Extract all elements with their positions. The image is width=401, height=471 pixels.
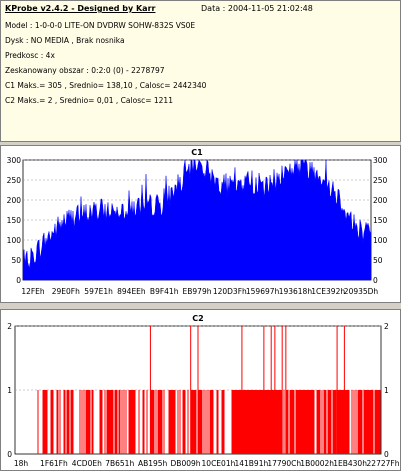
c1-ytick-left: 150	[7, 216, 22, 225]
speed-line: Predkosc : 4x	[5, 51, 55, 60]
area-line: Zeskanowany obszar : 0:2:0 (0) - 2278797	[5, 66, 165, 75]
c1-xtick: B9F41h	[150, 287, 179, 296]
scan-date: Data : 2004-11-05 21:02:48	[201, 4, 313, 13]
disc-line: Dysk : NO MEDIA , Brak nosnika	[5, 36, 125, 45]
c1-xtick: 193618h	[279, 287, 313, 296]
c1-ytick-left: 200	[7, 196, 22, 205]
c1-title: C1	[191, 148, 203, 157]
c1-ytick-left: 100	[7, 236, 22, 245]
c2-title: C2	[192, 314, 203, 323]
c1-ytick-left: 300	[7, 156, 22, 165]
c1-ytick-right: 300	[373, 156, 388, 165]
c1-ytick-left: 50	[11, 256, 21, 265]
c1-ytick-right: 200	[373, 196, 388, 205]
c1-chart: C1 0 0 50 50 100 100 150 150 200 200 250 250 300 300 12…	[0, 145, 401, 303]
c2-xtick: 10CE01h	[202, 459, 236, 468]
c1-ytick-right: 250	[373, 176, 388, 185]
c1-ytick-right: 100	[373, 236, 388, 245]
c1-xtick: 894EEh	[117, 287, 146, 296]
c2-ytick-left: 0	[7, 450, 12, 459]
c2-xtick: AB195h	[138, 459, 168, 468]
c1-ytick-left: 250	[7, 176, 22, 185]
info-panel: KProbe v2.4.2 - Designed by Karr Data : …	[0, 0, 401, 142]
c2-xtick: 22727Fh	[367, 459, 400, 468]
c1-ytick-right: 0	[373, 276, 378, 285]
c2-ytick-left: 2	[7, 322, 12, 331]
c2-chart: C2 0 0 1 1 2 2 18h 1F61Fh 4CD0Eh 7B651h AB195h DB009…	[0, 309, 401, 471]
c2-xtick: DB009h	[171, 459, 201, 468]
c2-stats-line: C2 Maks.= 2 , Srednio= 0,01 , Calosc= 12…	[5, 96, 173, 105]
c2-xtick: 18h	[14, 459, 29, 468]
c1-series-area	[22, 159, 372, 281]
c1-chart-svg: C1 0 0 50 50 100 100 150 150 200 200 250 250 300 300 12…	[7, 148, 388, 296]
c2-chart-svg: C2 0 0 1 1 2 2 18h 1F61Fh 4CD0Eh 7B651h AB195h DB009…	[7, 314, 400, 468]
c2-ytick-right: 1	[384, 386, 389, 395]
app-title: KProbe v2.4.2 - Designed by Karr	[5, 4, 156, 13]
c1-ytick-right: 150	[373, 216, 388, 225]
c1-xtick: 29E0Fh	[52, 287, 80, 296]
c1-xtick: 597E1h	[84, 287, 113, 296]
c1-xtick: EB979h	[183, 287, 212, 296]
c2-ytick-right: 0	[384, 450, 389, 459]
model-line: Model : 1-0-0-0 LITE-ON DVDRW SOHW-832S …	[5, 21, 196, 30]
c2-ytick-right: 2	[384, 322, 389, 331]
c2-xtick: 4CD0Eh	[72, 459, 102, 468]
c1-xtick: 120D3Fh	[213, 287, 247, 296]
c1-ytick-right: 50	[373, 256, 383, 265]
c2-xtick: 1B0002h	[300, 459, 334, 468]
c1-xtick: 20935Dh	[344, 287, 379, 296]
c2-xtick: 1EB430h	[333, 459, 367, 468]
c2-xtick: 7B651h	[105, 459, 134, 468]
c2-xtick: 141B91h	[234, 459, 268, 468]
c2-ytick-left: 1	[7, 386, 12, 395]
c1-stats-line: C1 Maks.= 305 , Srednio= 138,10 , Calosc…	[5, 81, 207, 90]
c1-xtick: 1CE392h	[311, 287, 345, 296]
c2-xtick: 17790Ch	[267, 459, 301, 468]
c2-xtick: 1F61Fh	[40, 459, 68, 468]
c1-xtick: 159697h	[246, 287, 280, 296]
c1-ytick-left: 0	[16, 276, 21, 285]
c1-xtick: 12FEh	[21, 287, 45, 296]
